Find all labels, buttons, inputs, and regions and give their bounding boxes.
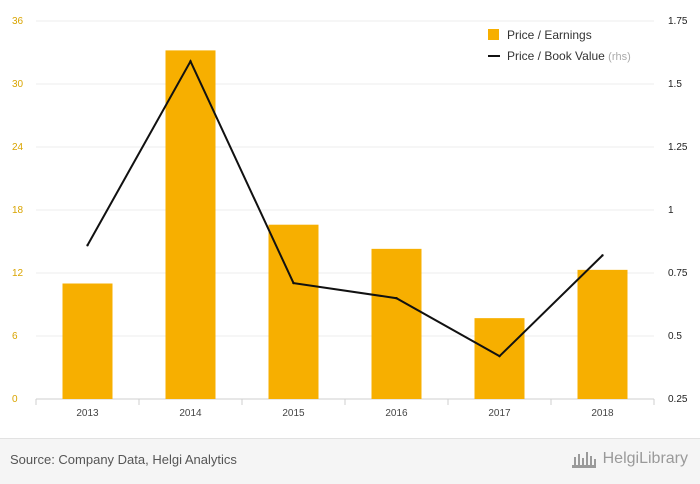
x-tick-label: 2013 <box>76 408 99 419</box>
right-tick-label: 1.25 <box>668 142 688 153</box>
right-tick-label: 1.5 <box>668 79 682 90</box>
legend: Price / Earnings Price / Book Value (rhs) <box>488 28 631 63</box>
left-tick-label: 36 <box>12 16 24 27</box>
left-tick-label: 24 <box>12 142 24 153</box>
right-tick-label: 1.75 <box>668 16 688 27</box>
x-tick-label: 2018 <box>591 408 614 419</box>
source-note: Source: Company Data, Helgi Analytics <box>10 452 237 467</box>
x-tick-label: 2014 <box>179 408 202 419</box>
right-tick-label: 0.75 <box>668 268 688 279</box>
bar <box>165 50 216 400</box>
axes: 0 6 12 18 24 30 36 0.25 0.5 0.75 1 1.25 1.5 1.75 2013 2… <box>12 16 688 419</box>
legend-note: (rhs) <box>608 51 631 63</box>
brand-name: HelgiLibrary <box>602 450 688 467</box>
line-point <box>189 60 192 63</box>
combo-chart: 0 6 12 18 24 30 36 0.25 0.5 0.75 1 1.25 1.5 1.75 2013 2… <box>12 16 688 419</box>
x-tick-label: 2015 <box>282 408 305 419</box>
bar <box>62 283 113 399</box>
bar <box>474 318 525 399</box>
left-tick-label: 12 <box>12 268 24 279</box>
bar <box>577 269 628 399</box>
x-tick-label: 2017 <box>488 408 511 419</box>
right-tick-label: 0.5 <box>668 331 682 342</box>
legend-swatch-bar <box>488 29 499 40</box>
left-tick-label: 18 <box>12 205 24 216</box>
legend-label: Price / Earnings <box>507 28 592 42</box>
right-tick-label: 1 <box>668 205 674 216</box>
line-series-price-book <box>86 59 604 358</box>
legend-label: Price / Book Value (rhs) <box>507 49 631 63</box>
footer: Source: Company Data, Helgi Analytics He… <box>0 438 700 484</box>
brand-logo[interactable]: HelgiLibrary <box>571 449 688 469</box>
bar <box>371 248 422 399</box>
right-tick-label: 0.25 <box>668 394 688 405</box>
line-point <box>86 244 89 247</box>
bar-series-price-earnings <box>62 50 628 400</box>
left-tick-label: 6 <box>12 331 18 342</box>
gridlines <box>36 20 654 400</box>
library-building-icon <box>571 452 596 468</box>
x-tick-label: 2016 <box>385 408 408 419</box>
line-point <box>498 354 501 358</box>
line-point <box>292 281 295 285</box>
line-point <box>395 297 398 300</box>
bar <box>268 224 319 399</box>
left-tick-label: 30 <box>12 79 24 90</box>
left-tick-label: 0 <box>12 394 18 405</box>
line-point <box>601 254 604 257</box>
line-path <box>86 59 604 358</box>
